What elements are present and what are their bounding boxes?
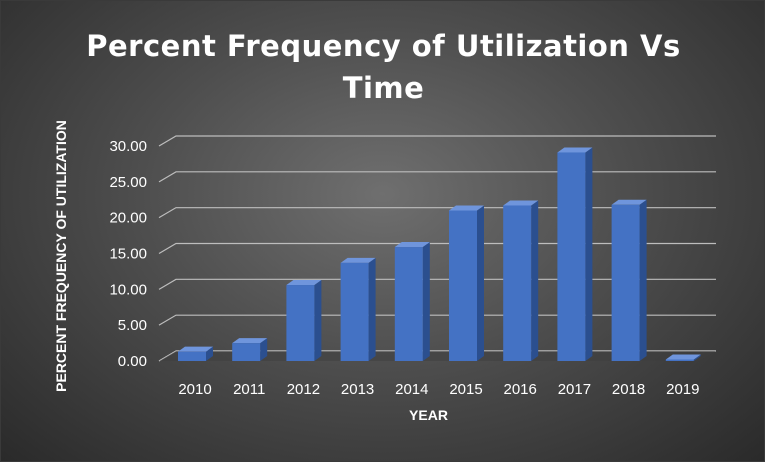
bar-side <box>693 354 701 361</box>
x-tick-label: 2012 <box>287 381 320 398</box>
x-tick-label: 2017 <box>558 381 591 398</box>
bar <box>503 205 532 361</box>
bar-top <box>503 200 539 206</box>
bar-top <box>178 346 213 352</box>
bar <box>286 285 315 361</box>
bar <box>178 351 206 361</box>
bar-side <box>639 199 647 361</box>
bar-top <box>286 280 322 286</box>
x-tick-label: 2016 <box>504 381 537 398</box>
bar-top <box>557 147 593 153</box>
x-tick-label: 2019 <box>666 381 699 398</box>
bar-top <box>665 354 701 360</box>
bar-top <box>340 257 376 263</box>
bar-side <box>314 280 322 361</box>
bar-side <box>477 205 484 361</box>
bar-side <box>585 147 593 361</box>
bar-side <box>260 338 268 361</box>
bar <box>449 210 477 361</box>
x-tick-label: 2011 <box>233 381 265 398</box>
x-tick-label: 2018 <box>612 381 645 398</box>
bar-side <box>422 242 430 361</box>
gridline <box>158 135 716 147</box>
chart-title: Percent Frequency of Utilization Vs Time <box>1 25 764 109</box>
bar-side <box>206 346 213 361</box>
bar-top <box>449 205 484 211</box>
chart-title-line-1: Percent Frequency of Utilization Vs <box>86 29 681 63</box>
x-tick-label: 2010 <box>178 381 211 398</box>
y-tick-label: 30.00 <box>109 138 147 155</box>
x-tick-label: 2013 <box>341 381 374 398</box>
bar <box>394 247 423 361</box>
bar <box>340 262 369 361</box>
bar <box>665 359 694 361</box>
bar-top <box>394 242 430 248</box>
bar <box>557 152 586 361</box>
y-tick-label: 0.00 <box>118 353 147 370</box>
x-tick-label: 2015 <box>449 381 482 398</box>
bar-side <box>368 257 376 361</box>
x-tick-label: 2014 <box>395 381 428 398</box>
bar <box>232 343 261 361</box>
bar-top <box>611 199 647 205</box>
y-tick-label: 25.00 <box>109 174 147 191</box>
bar-top <box>232 338 268 344</box>
chart-title-line-2: Time <box>342 71 425 105</box>
y-tick-label: 15.00 <box>109 246 147 263</box>
gridline <box>158 171 716 183</box>
y-tick-label: 5.00 <box>118 317 147 334</box>
x-axis-label: YEAR <box>409 407 448 423</box>
y-tick-label: 20.00 <box>109 210 147 227</box>
bar-side <box>531 200 539 361</box>
bar <box>611 204 640 361</box>
y-tick-label: 10.00 <box>109 281 147 298</box>
